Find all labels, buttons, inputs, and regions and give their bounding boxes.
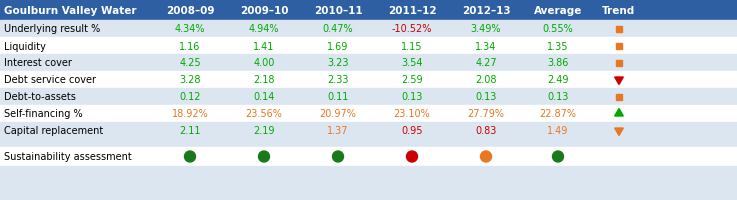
Text: 4.27: 4.27	[475, 58, 497, 68]
Text: Capital replacement: Capital replacement	[4, 126, 103, 136]
Text: 3.28: 3.28	[179, 75, 200, 85]
Text: 2.33: 2.33	[327, 75, 349, 85]
Text: -10.52%: -10.52%	[392, 24, 432, 34]
Text: Liquidity: Liquidity	[4, 41, 46, 51]
Text: 3.54: 3.54	[401, 58, 423, 68]
Text: 2009–10: 2009–10	[240, 5, 288, 15]
Circle shape	[407, 151, 417, 162]
Bar	[0, 147, 737, 166]
Text: 1.37: 1.37	[327, 126, 349, 136]
Text: 18.92%: 18.92%	[172, 109, 209, 119]
Bar	[0, 55, 737, 72]
Text: 1.16: 1.16	[179, 41, 200, 51]
Text: 0.13: 0.13	[402, 92, 423, 102]
Text: 0.14: 0.14	[254, 92, 275, 102]
Bar	[0, 72, 737, 89]
Text: 2.08: 2.08	[475, 75, 497, 85]
Circle shape	[332, 151, 343, 162]
Bar	[0, 38, 737, 55]
Text: Trend: Trend	[602, 5, 635, 15]
Text: 4.34%: 4.34%	[175, 24, 205, 34]
Text: 1.34: 1.34	[475, 41, 497, 51]
Text: 2.49: 2.49	[548, 75, 569, 85]
Text: 0.11: 0.11	[327, 92, 349, 102]
Text: 2012–13: 2012–13	[461, 5, 510, 15]
Text: 4.00: 4.00	[254, 58, 275, 68]
Circle shape	[481, 151, 492, 162]
Bar	[616, 43, 622, 49]
Text: 0.13: 0.13	[548, 92, 569, 102]
Text: 1.15: 1.15	[401, 41, 423, 51]
Text: 2.18: 2.18	[254, 75, 275, 85]
Bar	[616, 60, 622, 66]
Bar	[0, 0, 737, 21]
Text: 0.83: 0.83	[475, 126, 497, 136]
Text: 20.97%: 20.97%	[320, 109, 357, 119]
Text: 0.55%: 0.55%	[542, 24, 573, 34]
Text: 1.35: 1.35	[548, 41, 569, 51]
Bar	[0, 122, 737, 139]
Text: Debt service cover: Debt service cover	[4, 75, 96, 85]
Text: 0.95: 0.95	[401, 126, 423, 136]
Text: 2.19: 2.19	[254, 126, 275, 136]
Text: Goulburn Valley Water: Goulburn Valley Water	[4, 5, 136, 15]
Text: Average: Average	[534, 5, 582, 15]
Bar	[0, 166, 737, 200]
Text: 0.13: 0.13	[475, 92, 497, 102]
Text: 0.12: 0.12	[179, 92, 200, 102]
Text: 23.56%: 23.56%	[245, 109, 282, 119]
Text: 0.47%: 0.47%	[323, 24, 353, 34]
Bar	[0, 21, 737, 38]
Text: 1.69: 1.69	[327, 41, 349, 51]
Circle shape	[553, 151, 564, 162]
Text: 1.41: 1.41	[254, 41, 275, 51]
Text: Sustainability assessment: Sustainability assessment	[4, 152, 132, 162]
Text: 3.86: 3.86	[548, 58, 569, 68]
Text: 27.79%: 27.79%	[467, 109, 505, 119]
Text: 2.59: 2.59	[401, 75, 423, 85]
Circle shape	[259, 151, 270, 162]
Text: 4.94%: 4.94%	[249, 24, 279, 34]
Circle shape	[184, 151, 195, 162]
Text: 23.10%: 23.10%	[394, 109, 430, 119]
Text: 22.87%: 22.87%	[539, 109, 576, 119]
Text: 3.49%: 3.49%	[471, 24, 501, 34]
Text: 2008–09: 2008–09	[166, 5, 214, 15]
Text: 2010–11: 2010–11	[314, 5, 363, 15]
Text: Debt-to-assets: Debt-to-assets	[4, 92, 76, 102]
Text: 3.23: 3.23	[327, 58, 349, 68]
Bar	[0, 105, 737, 122]
Bar	[0, 139, 737, 147]
Bar	[0, 89, 737, 105]
Text: 4.25: 4.25	[179, 58, 200, 68]
Text: 1.49: 1.49	[548, 126, 569, 136]
Text: Interest cover: Interest cover	[4, 58, 72, 68]
Text: 2.11: 2.11	[179, 126, 200, 136]
Text: Self-financing %: Self-financing %	[4, 109, 83, 119]
Bar	[616, 26, 622, 32]
Bar	[616, 94, 622, 100]
Text: 2011–12: 2011–12	[388, 5, 436, 15]
Text: Underlying result %: Underlying result %	[4, 24, 100, 34]
